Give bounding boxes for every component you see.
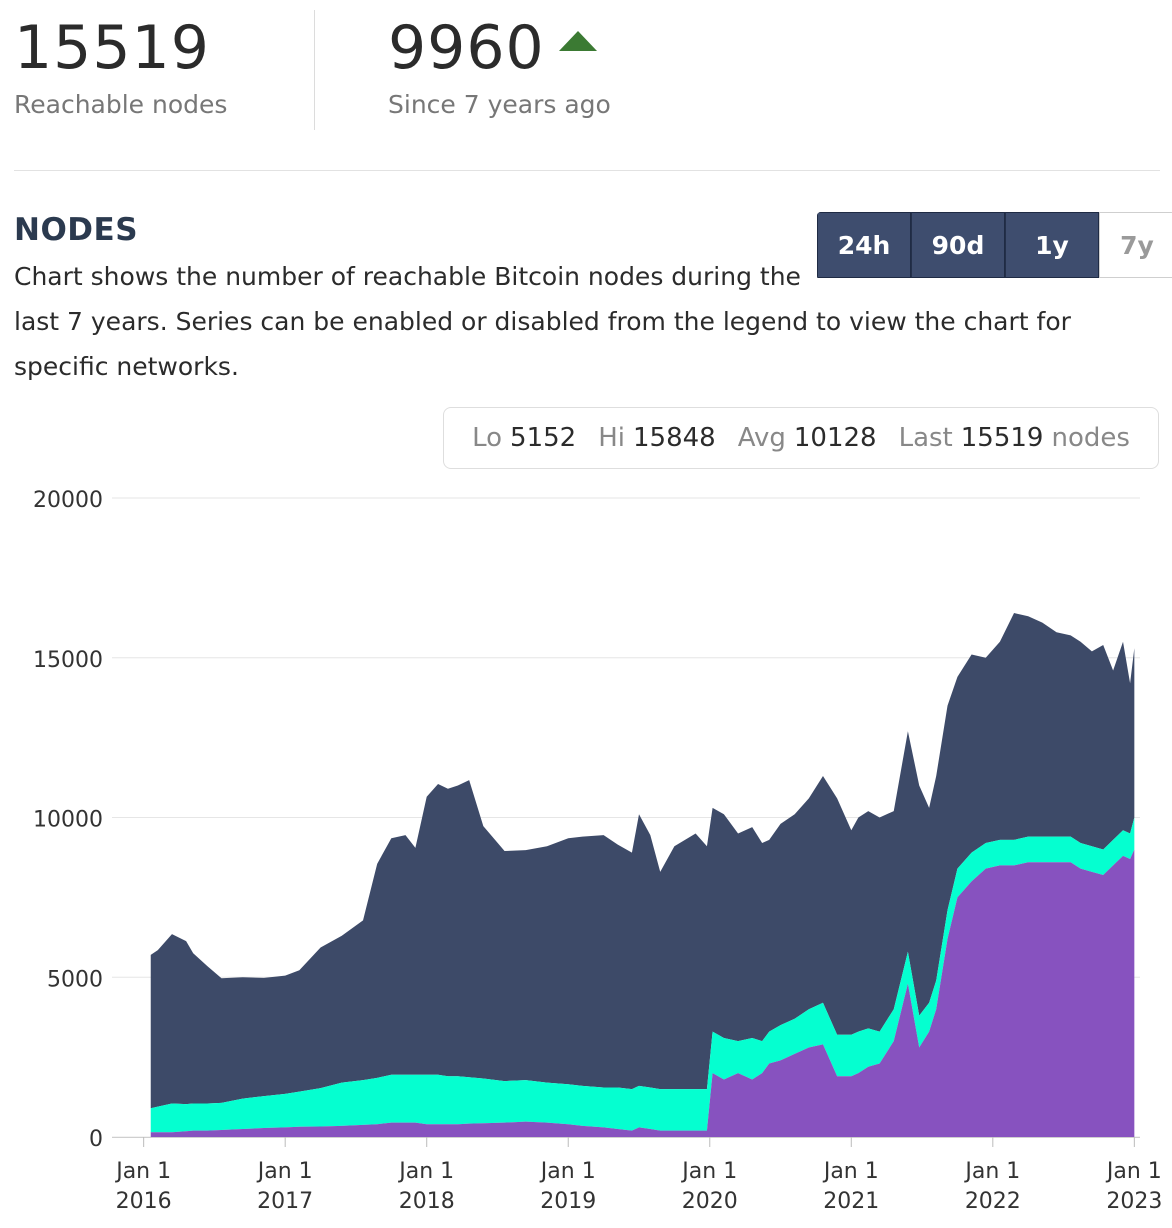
range-button-24h[interactable]: 24h — [817, 212, 911, 278]
y-tick-label-20000: 20000 — [33, 488, 103, 513]
reachable-nodes-label: Reachable nodes — [14, 90, 228, 119]
area-series-other — [150, 613, 1135, 1109]
x-tick-label-2022-day: Jan 1 — [963, 1159, 1020, 1184]
x-tick-label-2017-year: 2017 — [257, 1189, 313, 1214]
x-tick-label-2020-day: Jan 1 — [680, 1159, 737, 1184]
last-value: 15519 — [960, 423, 1044, 453]
last-unit: nodes — [1051, 423, 1130, 453]
stats-bar: 15519 Reachable nodes 9960 Since 7 years… — [14, 8, 1160, 130]
x-tick-label-2020-year: 2020 — [682, 1189, 738, 1214]
hi-label: Hi — [598, 423, 625, 453]
range-button-7y[interactable]: 7y — [1099, 212, 1172, 278]
reachable-nodes-stat: 15519 Reachable nodes — [14, 8, 227, 119]
section-description-block: Chart shows the number of reachable Bitc… — [14, 254, 1154, 389]
x-tick-label-2016-year: 2016 — [116, 1189, 172, 1214]
y-tick-label-10000: 10000 — [33, 808, 103, 833]
change-label: Since 7 years ago — [388, 90, 611, 119]
avg-label: Avg — [737, 423, 786, 453]
x-tick-label-2023-day: Jan 1 — [1105, 1159, 1162, 1184]
lo-label: Lo — [472, 423, 503, 453]
x-tick-label-2021-day: Jan 1 — [822, 1159, 879, 1184]
x-tick-label-2023-year: 2023 — [1106, 1189, 1162, 1214]
change-stat: 9960 Since 7 years ago — [388, 8, 611, 119]
range-button-1y[interactable]: 1y — [1005, 212, 1099, 278]
y-tick-label-5000: 5000 — [47, 967, 103, 992]
lo-value: 5152 — [510, 423, 577, 453]
x-tick-label-2019-day: Jan 1 — [539, 1159, 596, 1184]
x-tick-label-2018-day: Jan 1 — [397, 1159, 454, 1184]
area-series-ipv4 — [150, 849, 1135, 1137]
y-tick-label-15000: 15000 — [33, 648, 103, 673]
x-tick-label-2016-day: Jan 1 — [114, 1159, 171, 1184]
nodes-chart[interactable]: 0 5000 10000 15000 20000 Jan 1 2016 Jan 1 2017 Ja… — [0, 480, 1172, 1228]
x-tick-label-2017-day: Jan 1 — [256, 1159, 313, 1184]
section-description: Chart shows the number of reachable Bitc… — [14, 262, 1071, 381]
stats-divider — [314, 10, 315, 130]
area-series-ipv6 — [150, 817, 1135, 1133]
change-value-row: 9960 — [388, 8, 611, 88]
section-title: NODES — [14, 212, 139, 248]
last-label: Last — [898, 423, 953, 453]
y-tick-label-0: 0 — [89, 1127, 103, 1152]
hi-value: 15848 — [632, 423, 716, 453]
reachable-nodes-value: 15519 — [14, 13, 210, 83]
x-tick-label-2022-year: 2022 — [965, 1189, 1021, 1214]
x-tick-label-2021-year: 2021 — [823, 1189, 879, 1214]
x-tick-label-2018-year: 2018 — [399, 1189, 455, 1214]
section-divider — [14, 170, 1160, 171]
change-value: 9960 — [388, 13, 545, 83]
avg-value: 10128 — [793, 423, 877, 453]
trend-up-icon — [558, 31, 597, 52]
chart-summary: Lo 5152 Hi 15848 Avg 10128 Last 15519 no… — [443, 407, 1159, 469]
range-button-90d[interactable]: 90d — [911, 212, 1005, 278]
x-tick-label-2019-year: 2019 — [540, 1189, 596, 1214]
range-selector: 24h 90d 1y 7y — [817, 212, 1172, 280]
